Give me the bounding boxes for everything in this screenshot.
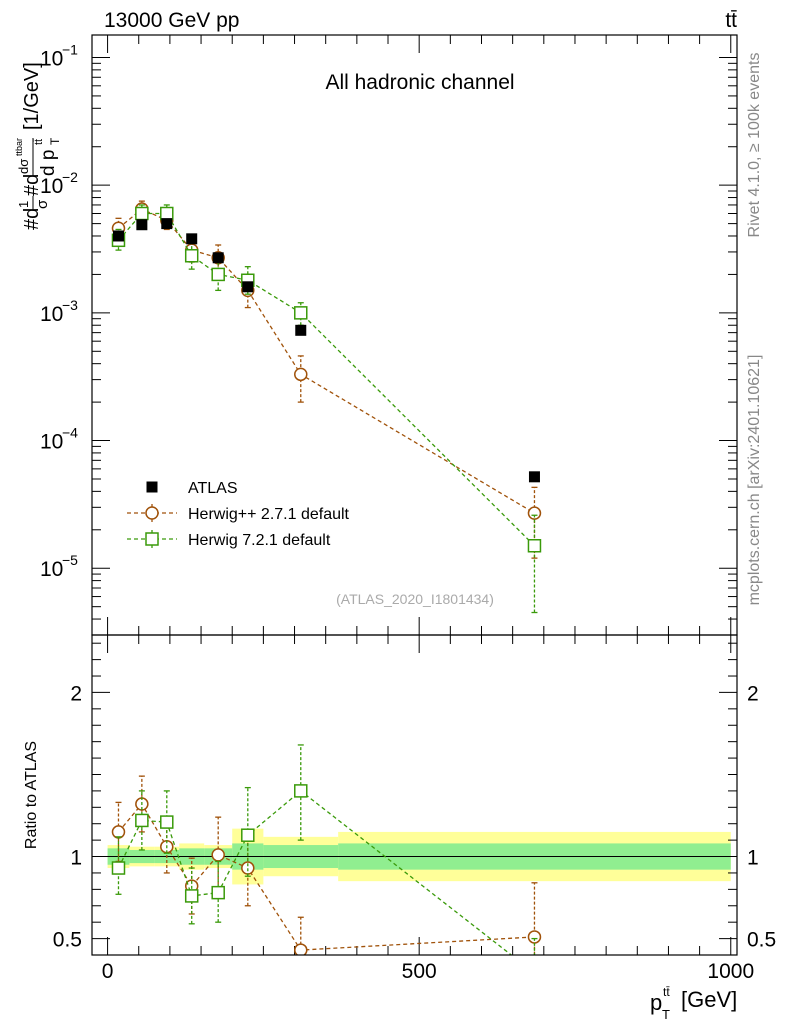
data-point bbox=[528, 967, 540, 979]
data-point bbox=[211, 848, 225, 862]
x-tick-label: 500 bbox=[402, 960, 437, 983]
ratio-uncertainty-bands bbox=[107, 828, 731, 885]
series-line bbox=[117, 802, 535, 951]
y-tick-label: 10 bbox=[40, 47, 63, 70]
y-tick-label-exponent: −1 bbox=[62, 41, 78, 57]
legend: ATLAS Herwig++ 2.7.1 default Herwig 7.2.1 … bbox=[127, 480, 350, 549]
y-tick-label-exponent: −2 bbox=[62, 169, 78, 185]
y-tick-label-exponent: −5 bbox=[62, 552, 78, 568]
data-point bbox=[242, 281, 254, 293]
data-point bbox=[294, 306, 308, 320]
x-label-sup-ttbar: tt̄ bbox=[663, 985, 670, 999]
data-point bbox=[160, 815, 174, 829]
y-tick-label: 10 bbox=[40, 303, 63, 326]
y-tick-label-exponent: −3 bbox=[62, 297, 78, 313]
data-point bbox=[211, 885, 225, 900]
data-point bbox=[135, 206, 149, 221]
main-axis-ticks: 10−510−410−310−210−1 bbox=[40, 35, 737, 636]
main-panel: 10−510−410−310−210−1 All hadronic channe… bbox=[40, 34, 738, 636]
y-label-unit: [1/GeV] bbox=[21, 62, 43, 130]
ratio-y-tick-label-right: 2 bbox=[747, 682, 759, 705]
ratio-y-tick-label: 0.5 bbox=[53, 929, 82, 952]
legend-marker bbox=[145, 532, 159, 546]
data-point bbox=[294, 367, 308, 382]
legend-label: Herwig 7.2.1 default bbox=[188, 532, 331, 549]
y-label-d2: #d bbox=[21, 174, 43, 196]
legend-marker bbox=[146, 481, 158, 493]
y-label-d1: #d bbox=[21, 208, 43, 230]
data-point bbox=[295, 324, 307, 336]
ratio-panel: 0.5 0.5 1 1 2 2 0 500 1000 bbox=[53, 634, 776, 983]
y-tick-label: 10 bbox=[40, 175, 63, 198]
ratio-y-tick-label: 2 bbox=[70, 682, 82, 705]
svg-text:#d: #d bbox=[21, 208, 43, 230]
ratio-y-tick-label-right: 0.5 bbox=[747, 929, 776, 952]
data-point bbox=[527, 539, 542, 553]
x-label-sub-t: T bbox=[662, 1007, 670, 1022]
data-point bbox=[111, 825, 126, 839]
x-tick-label: 1000 bbox=[707, 960, 754, 983]
legend-label: ATLAS bbox=[188, 480, 238, 497]
main-data-layer bbox=[111, 200, 542, 614]
ratio-frame bbox=[91, 634, 738, 956]
series-line bbox=[118, 208, 535, 514]
y-label-one: 1 bbox=[16, 201, 31, 208]
data-point bbox=[161, 218, 173, 230]
legend-label: Herwig++ 2.7.1 default bbox=[188, 506, 350, 523]
data-point bbox=[136, 219, 148, 231]
y-label-sub-t: T bbox=[48, 137, 62, 145]
data-point bbox=[528, 471, 540, 483]
x-axis-label: p T tt̄ [GeV] bbox=[650, 985, 737, 1022]
mcplots-label: mcplots.cern.ch [arXiv:2401.10621] bbox=[746, 355, 763, 606]
x-tick-label: 0 bbox=[102, 960, 114, 983]
data-point bbox=[527, 930, 542, 944]
series-line bbox=[117, 212, 535, 547]
x-label-unit: [GeV] bbox=[681, 987, 737, 1012]
x-label-p: p bbox=[650, 990, 662, 1015]
legend-marker bbox=[145, 506, 159, 520]
data-point bbox=[160, 206, 174, 221]
data-point bbox=[294, 943, 308, 955]
energy-label: 13000 GeV pp bbox=[104, 9, 239, 32]
data-point bbox=[111, 861, 126, 875]
ratio-axis-ticks: 0.5 0.5 1 1 2 2 0 500 1000 bbox=[53, 635, 776, 983]
data-point bbox=[184, 889, 199, 903]
data-point bbox=[212, 252, 224, 264]
data-point bbox=[211, 267, 225, 282]
y-label-ttbar: ttbar bbox=[14, 138, 24, 156]
data-point bbox=[294, 784, 308, 798]
data-point bbox=[527, 506, 542, 520]
analysis-watermark: (ATLAS_2020_I1801434) bbox=[336, 591, 494, 607]
chart-title: All hadronic channel bbox=[325, 71, 514, 94]
y-tick-label: 10 bbox=[40, 431, 63, 454]
y-label-dp: d p bbox=[38, 150, 59, 176]
y-tick-label: 10 bbox=[40, 558, 63, 581]
ratio-y-tick-label: 1 bbox=[70, 847, 82, 870]
ratio-y-tick-label-right: 1 bbox=[747, 847, 759, 870]
y-label-sup-ttbar: tt̄ bbox=[33, 139, 45, 145]
data-point bbox=[112, 230, 124, 242]
rivet-version-label: Rivet 4.1.0, ≥ 100k events bbox=[746, 53, 763, 238]
data-point bbox=[186, 233, 198, 245]
y-label-sigma: σ bbox=[34, 199, 51, 209]
y-label-dsigma: dσ bbox=[16, 159, 31, 174]
main-y-axis-label: #d 1 σ #d dσ ttbar d p T tt̄ [1/GeV] bbox=[14, 62, 62, 230]
ratio-data-layer bbox=[111, 744, 542, 979]
data-point bbox=[135, 813, 149, 828]
process-label: tt̄ bbox=[725, 9, 737, 32]
y-tick-label-exponent: −4 bbox=[62, 425, 78, 441]
data-point bbox=[241, 828, 255, 842]
ratio-y-axis-label: Ratio to ATLAS bbox=[23, 741, 40, 849]
series-line bbox=[117, 790, 513, 955]
data-point bbox=[184, 249, 199, 263]
